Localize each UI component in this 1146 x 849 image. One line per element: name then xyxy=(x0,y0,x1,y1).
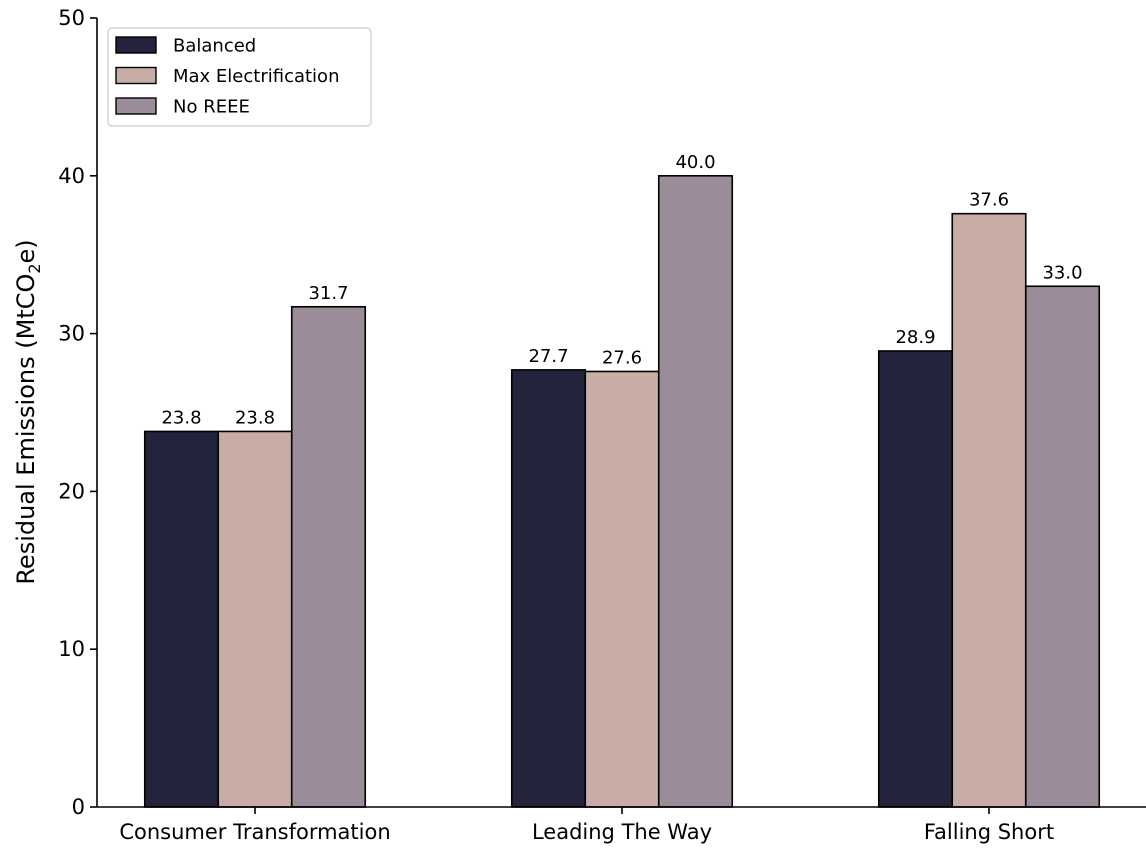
bar xyxy=(1024,285,1101,808)
legend-swatch xyxy=(115,97,157,115)
bars xyxy=(143,175,1101,808)
data-labels: 23.8 27.7 28.9 23.8 27.6 37.6 31.7 40.0 33.0 xyxy=(161,152,1082,429)
bar xyxy=(217,430,293,808)
y-tick-label: 0 xyxy=(72,795,85,819)
bar xyxy=(951,212,1027,808)
bar-value-label: 27.7 xyxy=(528,346,568,367)
legend-box xyxy=(107,27,372,127)
y-tick-label: 30 xyxy=(58,322,85,346)
bar xyxy=(510,369,587,808)
x-axis: Consumer Transformation Leading The Way Fa… xyxy=(97,806,1146,844)
y-tick-label: 20 xyxy=(58,479,85,503)
y-axis-title-main: Residual Emissions (MtCO xyxy=(12,274,40,585)
legend: Balanced Max Electrification No REEE xyxy=(107,27,372,127)
legend-swatch xyxy=(115,36,157,54)
bar xyxy=(877,350,954,808)
legend-swatch xyxy=(115,66,157,85)
bar-value-label: 40.0 xyxy=(675,152,715,173)
bar xyxy=(657,175,734,808)
y-axis-title: Residual Emissions (MtCO2e) xyxy=(12,239,44,584)
bar-value-label: 31.7 xyxy=(308,283,348,304)
legend-label: Balanced xyxy=(173,36,256,57)
y-tick-label: 10 xyxy=(58,637,85,661)
x-tick-label: Leading The Way xyxy=(532,820,712,844)
x-tick-label: Falling Short xyxy=(924,820,1054,844)
bar-value-label: 33.0 xyxy=(1042,262,1082,283)
y-axis-title-subscript: 2 xyxy=(25,263,44,273)
y-tick-label: 40 xyxy=(58,164,85,188)
bar-value-label: 27.6 xyxy=(602,347,642,368)
bar-value-label: 23.8 xyxy=(235,407,275,428)
bar xyxy=(290,305,367,808)
y-axis-title-suffix: e) xyxy=(12,239,40,263)
y-axis: 0 10 20 30 40 50 xyxy=(58,6,98,819)
bar-value-label: 23.8 xyxy=(161,407,201,428)
bar-value-label: 28.9 xyxy=(895,327,935,348)
bar xyxy=(584,370,660,808)
legend-label: No REEE xyxy=(173,97,250,118)
y-tick-label: 50 xyxy=(58,6,85,30)
x-tick-label: Consumer Transformation xyxy=(119,820,390,844)
bar-value-label: 37.6 xyxy=(969,190,1009,211)
legend-label: Max Electrification xyxy=(173,66,339,87)
bar xyxy=(143,430,220,808)
